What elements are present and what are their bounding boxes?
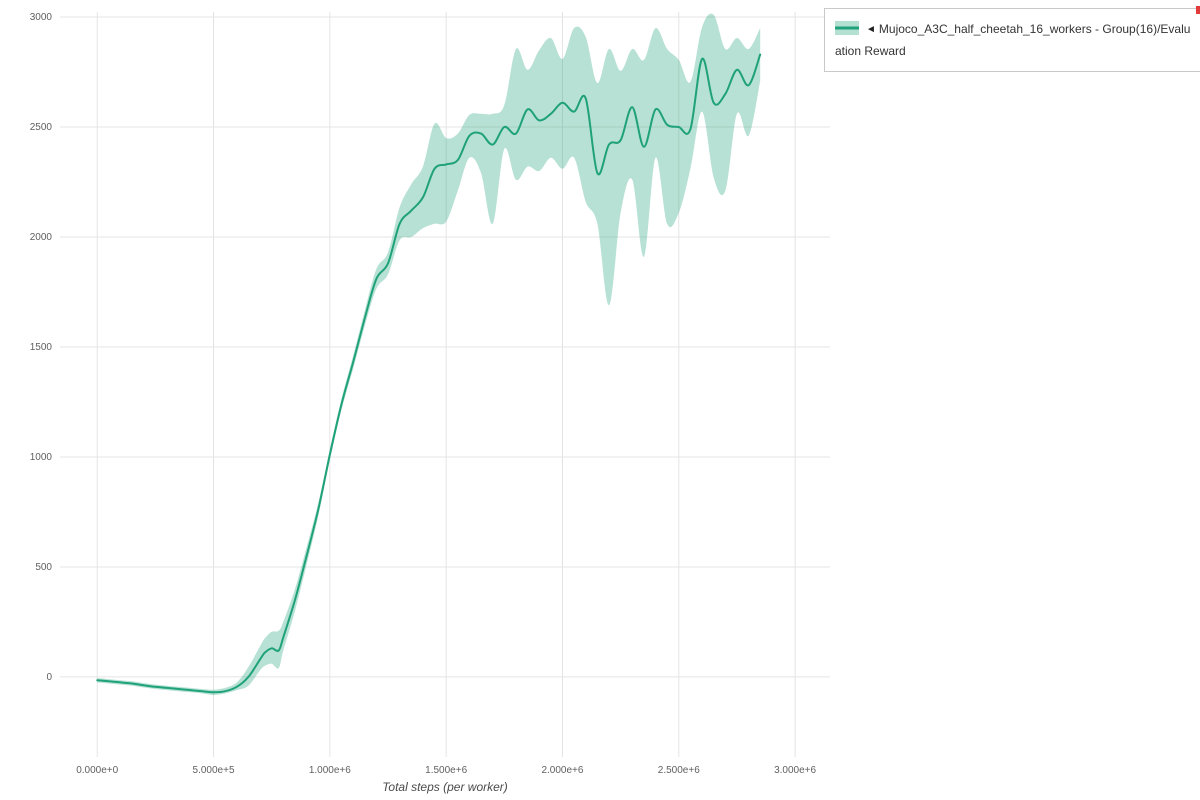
y-tick-labels: 0 500 1000 1500 2000 2500 3000 [30,12,53,683]
legend-box: ◄ Mujoco_A3C_half_cheetah_16_workers - Gr… [824,8,1200,73]
svg-text:2500: 2500 [30,122,53,133]
svg-text:0: 0 [46,672,52,683]
legend-swatch-icon [835,21,859,35]
svg-text:1.000e+6: 1.000e+6 [309,765,351,776]
mean-line [96,53,762,694]
legend-item[interactable]: ◄ Mujoco_A3C_half_cheetah_16_workers - Gr… [835,18,1191,62]
svg-text:5.000e+5: 5.000e+5 [193,765,235,776]
svg-text:0.000e+0: 0.000e+0 [76,765,118,776]
svg-text:1500: 1500 [30,342,53,353]
svg-text:500: 500 [35,562,52,573]
x-axis-title: Total steps (per worker) [382,780,508,794]
x-tick-labels: 0.000e+0 5.000e+5 1.000e+6 1.500e+6 2.000e+6… [76,765,816,776]
svg-text:3.000e+6: 3.000e+6 [774,765,816,776]
svg-text:2.500e+6: 2.500e+6 [658,765,700,776]
legend-collapse-icon[interactable]: ◄ [866,24,876,35]
gridlines [60,12,830,757]
confidence-band [97,13,761,696]
svg-text:2000: 2000 [30,232,53,243]
svg-text:3000: 3000 [30,12,53,23]
legend-item-label: Mujoco_A3C_half_cheetah_16_workers - Gro… [835,22,1191,59]
screen-edge-artifact [1196,6,1200,14]
svg-text:2.000e+6: 2.000e+6 [541,765,583,776]
svg-text:1000: 1000 [30,452,53,463]
svg-text:1.500e+6: 1.500e+6 [425,765,467,776]
